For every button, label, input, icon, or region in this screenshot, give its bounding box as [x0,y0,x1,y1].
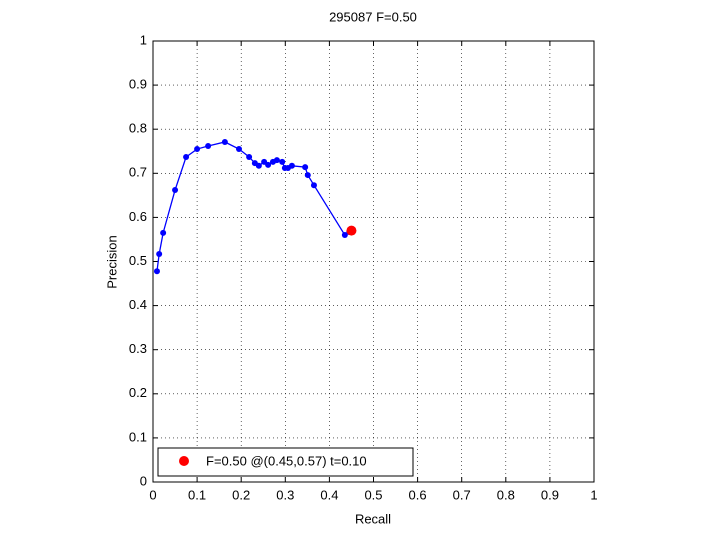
point [279,158,286,165]
point [255,162,262,169]
x-tick-label: 0.7 [453,487,471,502]
point [273,157,280,164]
x-tick-label: 1 [590,487,597,502]
point [341,232,348,239]
y-tick-label: 0.5 [129,253,147,268]
x-axis-label: Recall [355,511,391,526]
point [172,187,179,194]
point [246,153,253,160]
chart-title: 295087 F=0.50 [329,9,417,24]
point [205,142,212,149]
x-tick-label: 0.8 [497,487,515,502]
y-tick-label: 0.8 [129,121,147,136]
x-tick-label: 0.9 [541,487,559,502]
y-tick-label: 0.3 [129,341,147,356]
point [160,229,167,236]
point [221,138,228,145]
y-tick-label: 0.4 [129,297,147,312]
point [265,161,272,168]
legend-marker [179,456,189,466]
x-tick-label: 0.5 [364,487,382,502]
point [183,153,190,160]
best-point [346,225,357,236]
y-tick-label: 0.1 [129,429,147,444]
point [304,172,311,179]
point [288,162,295,169]
plot-frame [152,40,595,483]
y-tick-label: 1 [140,32,147,47]
y-tick-label: 0 [140,473,147,488]
legend-box [157,447,414,477]
x-tick-label: 0.3 [276,487,294,502]
x-tick-label: 0.2 [232,487,250,502]
y-axis-label: Precision [104,235,119,288]
y-tick-label: 0.9 [129,77,147,92]
point [156,251,163,258]
y-tick-label: 0.6 [129,209,147,224]
point [310,182,317,189]
point [235,146,242,153]
point [302,164,309,171]
x-tick-label: 0.1 [188,487,206,502]
point [153,268,160,275]
x-tick-label: 0.6 [409,487,427,502]
point [194,146,201,153]
y-tick-label: 0.2 [129,385,147,400]
x-tick-label: 0 [149,487,156,502]
x-tick-label: 0.4 [320,487,338,502]
y-tick-label: 0.7 [129,165,147,180]
legend-label: F=0.50 @(0.45,0.57) t=0.10 [206,453,367,468]
